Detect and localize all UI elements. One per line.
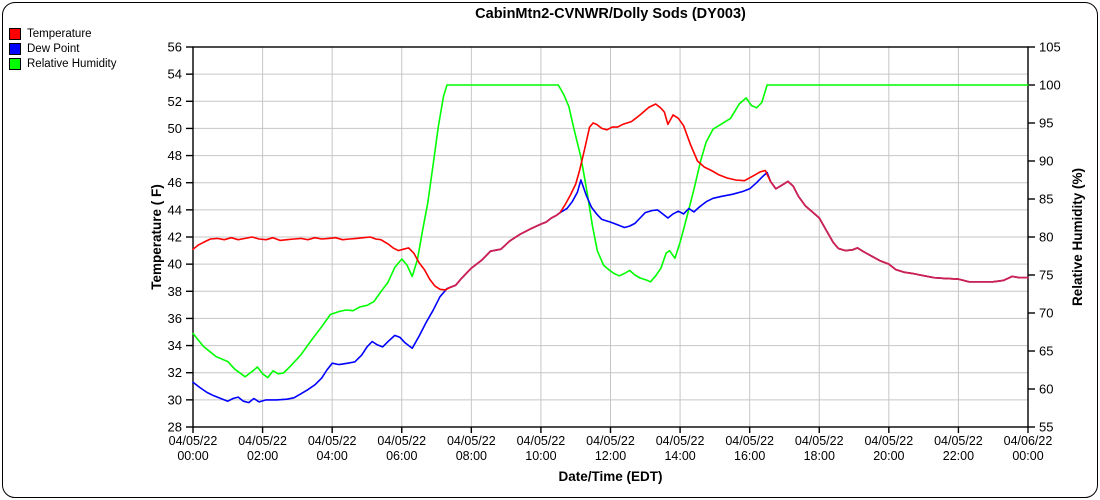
y-right-tick-label: 70 — [1039, 306, 1053, 321]
y-left-tick-label: 46 — [168, 175, 182, 190]
x-tick-label-date: 04/05/22 — [447, 434, 496, 448]
x-tick-label-time: 16:00 — [734, 449, 765, 463]
relative-humidity-line — [192, 84, 1029, 379]
x-tick-label-time: 08:00 — [456, 449, 487, 463]
x-tick-label-time: 10:00 — [525, 449, 556, 463]
y-right-tick-label: 105 — [1039, 40, 1061, 55]
x-tick-label-date: 04/05/22 — [308, 434, 357, 448]
x-tick-label-time: 00:00 — [1012, 449, 1043, 463]
x-tick-label-time: 22:00 — [943, 449, 974, 463]
x-tick-label-time: 06:00 — [386, 449, 417, 463]
merged-temp-dewpoint-line — [449, 211, 561, 289]
y-left-tick-label: 48 — [168, 148, 182, 163]
chart-legend: Temperature Dew Point Relative Humidity — [9, 26, 116, 71]
y-left-tick-label: 36 — [168, 311, 182, 326]
x-tick-label-date: 04/05/22 — [934, 434, 983, 448]
x-tick-label-date: 04/06/22 — [1004, 434, 1053, 448]
x-tick-label-date: 04/05/22 — [586, 434, 635, 448]
y-right-tick-label: 55 — [1039, 420, 1053, 435]
x-tick-label-time: 04:00 — [317, 449, 348, 463]
x-tick-label-date: 04/05/22 — [656, 434, 705, 448]
y-left-tick-label: 42 — [168, 230, 182, 245]
x-tick-label-date: 04/05/22 — [169, 434, 218, 448]
x-tick-label-date: 04/05/22 — [725, 434, 774, 448]
y-right-tick-label: 65 — [1039, 344, 1053, 359]
y-left-tick-label: 40 — [168, 257, 182, 272]
legend-swatch-icon — [9, 27, 21, 40]
legend-item-relative-humidity: Relative Humidity — [9, 56, 116, 71]
y-left-tick-label: 44 — [168, 202, 182, 217]
x-tick-label-date: 04/05/22 — [864, 434, 913, 448]
x-tick-label-time: 00:00 — [177, 449, 208, 463]
y-left-tick-label: 30 — [168, 392, 182, 407]
chart-title: CabinMtn2-CVNWR/Dolly Sods (DY003) — [475, 6, 746, 22]
y-left-tick-label: 56 — [168, 40, 182, 55]
y-left-tick-label: 38 — [168, 284, 182, 299]
y-left-tick-label: 34 — [168, 338, 182, 353]
y-left-tick-label: 32 — [168, 365, 182, 380]
y-left-axis-title: Temperature ( F) — [149, 184, 164, 290]
x-tick-label-date: 04/05/22 — [238, 434, 287, 448]
y-left-tick-label: 54 — [168, 67, 182, 82]
y-right-tick-label: 100 — [1039, 78, 1061, 93]
legend-label: Dew Point — [27, 42, 80, 55]
legend-item-temperature: Temperature — [9, 26, 116, 41]
y-right-tick-label: 60 — [1039, 382, 1053, 397]
x-tick-label-date: 04/05/22 — [377, 434, 426, 448]
y-left-tick-label: 50 — [168, 121, 182, 136]
legend-swatch-icon — [9, 42, 21, 55]
y-right-tick-label: 85 — [1039, 192, 1053, 207]
y-left-tick-label: 28 — [168, 420, 182, 435]
y-right-tick-label: 80 — [1039, 230, 1053, 245]
x-tick-label-time: 14:00 — [664, 449, 695, 463]
y-right-tick-label: 75 — [1039, 268, 1053, 283]
x-tick-label-time: 18:00 — [804, 449, 835, 463]
x-tick-label-date: 04/05/22 — [517, 434, 566, 448]
x-tick-label-time: 20:00 — [873, 449, 904, 463]
legend-item-dew-point: Dew Point — [9, 41, 116, 56]
y-right-tick-label: 90 — [1039, 154, 1053, 169]
legend-label: Relative Humidity — [27, 57, 117, 70]
x-tick-label-date: 04/05/22 — [795, 434, 844, 448]
y-right-tick-label: 95 — [1039, 116, 1053, 131]
x-axis-title: Date/Time (EDT) — [558, 469, 662, 484]
y-left-tick-label: 52 — [168, 94, 182, 109]
merged-temp-dewpoint-line — [769, 180, 1029, 283]
x-tick-label-time: 12:00 — [595, 449, 626, 463]
legend-label: Temperature — [27, 27, 92, 40]
y-right-axis-title: Relative Humidity (%) — [1070, 168, 1085, 306]
legend-swatch-icon — [9, 57, 21, 70]
x-tick-label-time: 02:00 — [247, 449, 278, 463]
